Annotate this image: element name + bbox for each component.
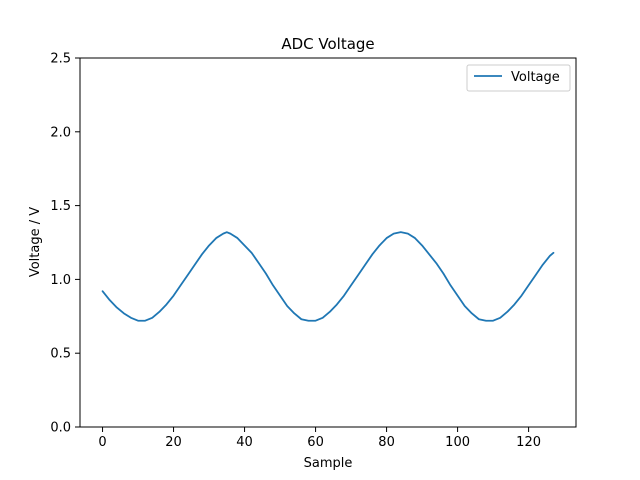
y-tick-label: 1.5 <box>50 199 71 214</box>
x-tick-label: 120 <box>516 435 541 450</box>
y-tick-label: 0.5 <box>50 347 71 362</box>
x-tick-label: 100 <box>445 435 470 450</box>
legend-label-voltage: Voltage <box>511 70 560 85</box>
series-line-voltage <box>101 231 555 322</box>
x-axis-label: Sample <box>304 456 353 471</box>
legend-box <box>466 64 571 92</box>
x-tick-label: 60 <box>307 435 324 450</box>
x-tick-label: 20 <box>165 435 182 450</box>
y-axis-label: Voltage / V <box>28 207 43 277</box>
x-tick-label: 40 <box>236 435 253 450</box>
legend: Voltage <box>466 64 571 92</box>
y-tick-label: 2.0 <box>50 125 71 140</box>
y-tick-label: 2.5 <box>50 52 71 67</box>
series-layer <box>101 231 555 322</box>
y-tick-label: 1.0 <box>50 273 71 288</box>
x-axis-ticks: 0 20 40 60 80 100 120 <box>98 427 541 450</box>
y-tick-label: 0.0 <box>50 421 71 436</box>
x-tick-label: 80 <box>378 435 395 450</box>
y-axis-ticks: 0.0 0.5 1.0 1.5 2.0 2.5 <box>50 52 80 436</box>
axes-frame <box>79 57 577 428</box>
chart-title: ADC Voltage <box>281 35 374 53</box>
x-tick-label: 0 <box>98 435 106 450</box>
